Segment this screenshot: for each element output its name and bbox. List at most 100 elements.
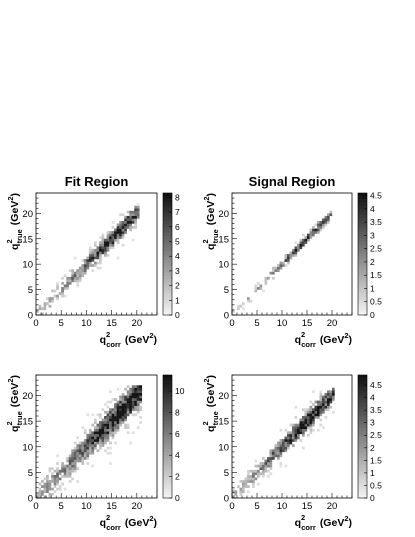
heatmap-cell [101, 243, 105, 247]
heatmap-cell [114, 236, 117, 239]
heatmap-cell [96, 246, 100, 250]
heatmap-cell [294, 416, 298, 419]
heatmap-cell [101, 433, 105, 437]
heatmap-cell [272, 451, 275, 455]
heatmap-cell [267, 276, 270, 280]
heatmap-cell [126, 223, 130, 227]
heatmap-cell [63, 487, 67, 491]
heatmap-cell [254, 464, 258, 468]
heatmap-cell [96, 426, 100, 430]
plot-title: Signal Region [249, 174, 336, 189]
heatmap-cell [284, 436, 288, 440]
heatmap-cell [287, 261, 290, 265]
heatmap-cell [61, 276, 64, 280]
heatmap-cell [312, 416, 315, 419]
heatmap-cell [119, 231, 122, 234]
heatmap-cell [61, 464, 64, 468]
heatmap-cell [121, 231, 125, 234]
color-bar-segment [358, 442, 367, 447]
heatmap-cell [43, 477, 47, 481]
heatmap-cell [116, 418, 120, 422]
heatmap-cell [327, 392, 330, 396]
color-bar-label: 1.5 [370, 455, 382, 465]
heatmap-cell [73, 459, 77, 463]
heatmap-cell [56, 462, 59, 465]
heatmap-cell [299, 426, 303, 430]
color-bar: 0 0.5 1 1.5 2 2.5 3 3.5 4 4.5 [357, 374, 382, 503]
heatmap-cell [309, 413, 313, 417]
heatmap-cell [46, 490, 49, 494]
heatmap-cell [294, 248, 298, 252]
heatmap-cell [129, 405, 132, 409]
heatmap-cell [269, 457, 273, 460]
heatmap-cell [332, 392, 335, 396]
heatmap-cell [309, 418, 313, 422]
heatmap-cell [99, 423, 102, 427]
heatmap-cell [109, 462, 112, 465]
color-bar-segment [358, 257, 367, 261]
heatmap-cell [244, 477, 248, 481]
color-bar-label: 2.5 [370, 430, 382, 440]
heatmap-cell [73, 449, 77, 453]
heatmap-cell [96, 436, 100, 440]
heatmap-cell [327, 395, 330, 399]
heatmap-cell [314, 400, 318, 404]
color-bar-segment [358, 202, 367, 206]
heatmap-cell [119, 236, 122, 239]
color-bar-segment [358, 421, 367, 425]
heatmap-cell [279, 428, 283, 432]
heatmap-cell [106, 428, 110, 432]
heatmap-cell [106, 423, 110, 427]
heatmap-cell [51, 467, 54, 471]
heatmap-cell [104, 428, 107, 432]
heatmap-cell [106, 233, 110, 237]
color-bar-segment [163, 470, 172, 474]
heatmap-cell [307, 426, 310, 430]
heatmap-cell [104, 433, 107, 437]
heatmap-cells [232, 210, 333, 313]
heatmap-cell [332, 390, 335, 394]
heatmap-cell [101, 428, 105, 432]
heatmap-cell [324, 220, 328, 224]
heatmap-cell [131, 400, 135, 404]
heatmap-cell [314, 413, 318, 417]
heatmap-cell [104, 254, 107, 257]
heatmap-cell [299, 418, 303, 422]
heatmap-cell [121, 421, 125, 424]
heatmap-cell [93, 431, 97, 435]
heatmap-cell [99, 236, 102, 239]
heatmap-cell [129, 408, 132, 412]
heatmap-cell [56, 482, 59, 486]
heatmap-cell [304, 241, 308, 245]
x-tick-label: 0 [33, 318, 38, 329]
heatmap-cell [104, 243, 107, 247]
heatmap-cell [327, 218, 330, 222]
heatmap-cell [48, 487, 52, 491]
heatmap-cell [312, 226, 315, 229]
heatmap-cell [114, 231, 117, 234]
heatmap-cell [254, 469, 258, 473]
color-bar-segment [358, 467, 367, 471]
heatmap-cell [73, 464, 77, 468]
heatmap-cell [312, 408, 315, 412]
heatmap-cell [99, 251, 102, 255]
heatmap-cell [249, 299, 253, 303]
heatmap-cell [327, 220, 330, 224]
heatmap-cell [134, 390, 138, 394]
heatmap-cell [106, 416, 110, 419]
color-bar-segment [163, 408, 172, 413]
heatmap-cell [119, 403, 122, 406]
heatmap-cell [126, 413, 130, 417]
color-bar-segment [358, 494, 367, 499]
heatmap-cell [86, 454, 90, 458]
color-bar-segment [163, 193, 172, 197]
heatmap-cell [56, 297, 59, 300]
color-bar-segment [163, 387, 172, 391]
color-bar-segment [163, 418, 172, 422]
color-bar-segment [358, 451, 367, 456]
heatmap-cell [307, 410, 310, 414]
y-tick-label: 20 [22, 209, 33, 220]
heatmap-cell [319, 410, 323, 414]
color-bar-segment [163, 211, 172, 215]
color-bar-segment [163, 445, 172, 450]
